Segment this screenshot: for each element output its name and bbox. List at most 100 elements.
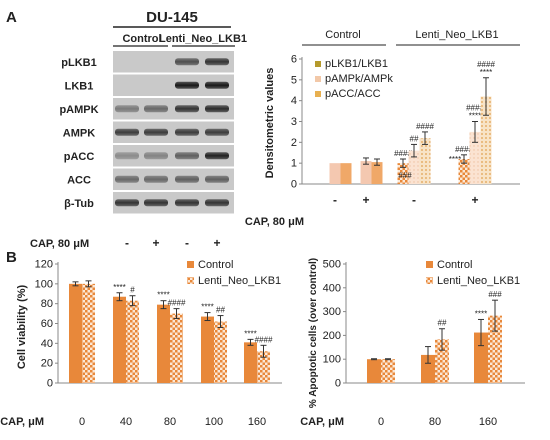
chart1-y-tick-label: 5 (291, 74, 297, 86)
blot-band-pacc-lane-4 (205, 152, 229, 160)
chart3-y-tick-label: 0 (335, 378, 341, 390)
chart1-y-tick-label: 1 (291, 158, 297, 170)
chart1-annotation: #### (477, 60, 495, 69)
blot-strip-ampk (113, 121, 234, 143)
blot-band-acc-lane-4 (205, 175, 229, 183)
chart1-bar-pacc-acc-2 (371, 162, 383, 184)
chart1-group-lkb1: Lenti_Neo_LKB1 (415, 29, 498, 41)
chart2-x-tick-label: 40 (120, 416, 132, 428)
blot-row-label-lkb1: LKB1 (65, 80, 94, 92)
chart2-bar-lenti-neo-lkb1-160 (257, 351, 270, 383)
blot-row-label-pacc: pACC (64, 151, 95, 163)
chart3-y-tick-label: 500 (323, 259, 341, 271)
densitometry-chart: Control Lenti_Neo_LKB1 CAP, 80 μM Densit… (245, 29, 520, 228)
chart1-legend-swatch-pacc-acc (315, 91, 321, 97)
chart3-x-tick-label: 160 (479, 416, 497, 428)
chart1-xlabel: CAP, 80 μM (245, 216, 304, 228)
chart3-annotation: ## (438, 319, 447, 328)
blot-row-label-tub: β-Tub (64, 198, 94, 210)
chart1-y-tick-label: 4 (291, 95, 297, 107)
chart1-y-tick-label: 6 (291, 54, 297, 66)
chart2-annotation: ## (216, 306, 225, 315)
blot-band-lkb1-lane-3 (175, 81, 199, 89)
chart1-x-tick-label: - (412, 193, 416, 207)
chart1-legend-swatch-pampk-ampk (315, 76, 321, 82)
chart1-annotation: ### (398, 171, 412, 180)
viability-chart: CAP, μM Cell viability (%) 0 20 40 60 80 100 1… (0, 259, 282, 428)
chart1-group-control: Control (325, 29, 360, 41)
chart1-bar-pampk-ampk-3 (408, 150, 420, 184)
chart1-x-tick-label: - (333, 193, 337, 207)
chart1-x-tick-label: + (471, 193, 478, 207)
chart1-legend-label-pampk-ampk: pAMPk/AMPk (325, 73, 393, 85)
chart2-bar-control-100 (201, 316, 214, 383)
blot-strip-plkb1 (113, 51, 234, 73)
blot-band-acc-lane-3 (175, 175, 199, 183)
blot-band-pampk-lane-1 (115, 105, 139, 113)
chart3-ylabel: % Apoptotic cells (over control) (308, 258, 319, 408)
blot-row-label-plkb1: pLKB1 (61, 57, 96, 69)
chart2-y-tick-label: 80 (41, 298, 53, 310)
chart1-y-tick-label: 0 (291, 179, 297, 191)
chart2-annotation: **** (201, 303, 213, 312)
blot-strip-lkb1 (113, 74, 234, 96)
blot-band-pampk-lane-4 (205, 105, 229, 113)
chart3-y-tick-label: 100 (323, 354, 341, 366)
chart2-y-tick-label: 100 (35, 278, 53, 290)
blot-lane-sign-4: + (213, 236, 220, 250)
chart1-bar-pacc-acc-1 (340, 163, 352, 184)
blot-band-pampk-lane-3 (175, 105, 199, 113)
chart3-y-tick-label: 200 (323, 330, 341, 342)
chart3-bar-lenti-neo-lkb1-0 (381, 359, 395, 383)
chart1-legend-label-plkb1-lkb1: pLKB1/LKB1 (325, 58, 388, 70)
blot-cell-line: DU-145 (146, 9, 198, 26)
chart3-bar-lenti-neo-lkb1-160 (488, 315, 502, 383)
chart2-x-tick-label: 80 (164, 416, 176, 428)
blot-band-acc-lane-2 (144, 175, 168, 183)
blot-group-control: Control (122, 33, 161, 45)
chart2-bar-control-40 (113, 296, 126, 383)
chart3-bar-lenti-neo-lkb1-80 (435, 339, 449, 383)
blot-band-tub-lane-1 (115, 199, 139, 207)
chart3-legend-swatch-control (426, 261, 433, 268)
blot-row-label-acc: ACC (67, 174, 91, 186)
blot-strip-pacc (113, 145, 234, 167)
blot-strip-tub (113, 192, 234, 214)
chart3-y-tick-label: 300 (323, 306, 341, 318)
chart2-ylabel: Cell viability (%) (16, 284, 28, 369)
chart3-x-tick-label: 0 (378, 416, 384, 428)
blot-band-tub-lane-4 (205, 199, 229, 207)
blot-band-pacc-lane-1 (115, 152, 139, 160)
chart1-bar-pampk-ampk-4 (469, 131, 481, 184)
blot-band-pampk-lane-2 (144, 105, 168, 113)
chart1-legend-label-pacc-acc: pACC/ACC (325, 88, 381, 100)
chart1-ylabel: Densitometric values (264, 68, 276, 179)
chart1-annotation: #### (416, 122, 434, 131)
chart2-y-tick-label: 120 (35, 259, 53, 271)
chart1-legend-swatch-plkb1-lkb1 (315, 61, 321, 67)
blot-band-ampk-lane-1 (115, 128, 139, 136)
chart2-xlabel: CAP, μM (0, 416, 44, 428)
chart3-bar-control-160 (474, 332, 488, 383)
chart3-annotation: ### (488, 290, 502, 299)
chart1-annotation: **** (469, 112, 481, 121)
blot-band-tub-lane-3 (175, 199, 199, 207)
chart3-bar-control-0 (367, 359, 381, 383)
blot-lane-sign-1: - (125, 236, 129, 250)
chart1-annotation: ## (410, 134, 419, 143)
chart3-legend-swatch-lenti-neo-lkb1 (426, 277, 433, 284)
chart3-annotation: **** (475, 309, 487, 318)
chart2-y-tick-label: 60 (41, 318, 53, 330)
blot-band-pacc-lane-2 (144, 152, 168, 160)
blot-strip-pampk (113, 98, 234, 120)
blot-band-tub-lane-2 (144, 199, 168, 207)
chart1-bar-pampk-ampk-1 (329, 163, 341, 184)
blot-treatment-label: CAP, 80 μM (30, 238, 89, 250)
chart3-legend-label-control: Control (437, 259, 472, 271)
chart2-bar-control-0 (69, 283, 82, 383)
blot-lane-sign-3: - (185, 236, 189, 250)
chart1-bar-plkb1-lkb1-3 (397, 163, 409, 184)
chart1-annotation: **** (480, 68, 492, 77)
chart2-annotation: **** (244, 329, 256, 338)
chart2-annotation: # (130, 286, 135, 295)
